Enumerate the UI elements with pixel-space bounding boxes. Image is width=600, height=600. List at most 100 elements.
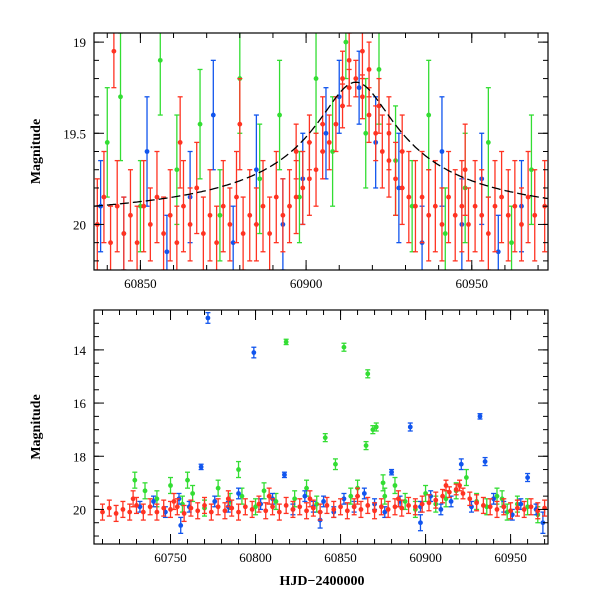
data-point-red (111, 33, 117, 89)
data-point-red (141, 159, 147, 253)
data-point-red (260, 159, 266, 253)
data-point-red (249, 500, 255, 519)
data-point-green (185, 471, 191, 489)
data-point-red (227, 187, 233, 262)
data-point-red (443, 479, 449, 492)
data-point-red (439, 187, 445, 262)
data-point-red (492, 159, 498, 253)
data-point-red (202, 496, 208, 515)
data-point-blue (164, 214, 170, 270)
data-point-green (104, 87, 110, 198)
data-point-green (217, 169, 223, 262)
data-point-blue (251, 346, 257, 359)
data-point-red (479, 169, 485, 262)
data-point-red (331, 500, 337, 519)
y-tick-label: 16 (73, 396, 87, 411)
data-point-red (359, 33, 365, 80)
data-point-red (236, 503, 242, 521)
y-tick-label: 20 (73, 502, 86, 517)
data-point-blue (210, 59, 216, 171)
data-point-green (392, 476, 398, 495)
data-point-green (142, 482, 148, 500)
data-point-red (114, 159, 120, 253)
data-point-red (365, 496, 371, 515)
data-point-green (528, 114, 534, 226)
data-point-red (154, 150, 160, 244)
data-point-red (462, 123, 468, 216)
data-point-red (290, 500, 296, 519)
data-point-red (140, 503, 146, 521)
data-point-blue (482, 456, 488, 467)
data-point-blue (438, 503, 444, 516)
y-tick-label: 20 (73, 217, 86, 232)
data-point-red (386, 96, 392, 171)
data-point-red (233, 150, 239, 244)
data-point-red (499, 150, 505, 244)
data-point-green (157, 33, 163, 116)
data-point-red (385, 500, 391, 519)
data-point-red (306, 114, 312, 171)
data-point-red (108, 205, 114, 270)
data-point-red (412, 159, 418, 253)
y-tick-label: 14 (73, 343, 87, 358)
data-point-green (168, 476, 174, 495)
x-tick-label: 60850 (324, 550, 357, 565)
data-point-red (304, 502, 310, 520)
data-point-green (215, 479, 221, 497)
data-point-green (132, 471, 138, 489)
data-point-red (324, 496, 330, 515)
data-point-red (100, 503, 106, 521)
data-point-red (340, 50, 346, 107)
data-point-blue (281, 471, 287, 479)
data-point-red (514, 499, 520, 517)
data-point-red (307, 490, 313, 508)
data-point-blue (396, 132, 402, 244)
data-point-red (242, 498, 248, 516)
data-point-red (270, 498, 276, 516)
data-point-red (273, 150, 279, 244)
data-point-green (504, 503, 510, 521)
data-point-red (207, 169, 213, 262)
data-point-green (343, 33, 349, 80)
data-point-red (440, 488, 446, 504)
data-point-red (406, 496, 412, 515)
data-point-red (225, 490, 231, 508)
data-point-red (113, 504, 119, 523)
data-point-red (147, 498, 153, 516)
x-tick-label: 60950 (494, 550, 527, 565)
data-point-red (412, 498, 418, 516)
data-point-red (280, 178, 286, 253)
data-point-blue (361, 487, 367, 500)
data-point-red (200, 196, 206, 270)
data-point-red (253, 187, 259, 262)
data-point-red (320, 96, 326, 153)
data-point-red (512, 159, 518, 253)
data-point-red (494, 500, 500, 519)
data-point-blue (491, 492, 497, 505)
data-point-red (399, 114, 405, 189)
data-point-red (432, 159, 438, 253)
data-point-green (253, 498, 259, 516)
data-point-red (433, 491, 439, 509)
data-point-red (287, 169, 293, 244)
data-point-red (379, 114, 385, 189)
data-point-red (101, 150, 107, 244)
data-point-green (341, 342, 347, 352)
data-point-red (344, 502, 350, 520)
data-point-red (521, 500, 527, 519)
data-point-red (106, 499, 112, 517)
data-point-red (460, 487, 466, 500)
data-point-red (247, 169, 253, 262)
data-point-red (208, 503, 214, 521)
data-point-green (277, 59, 283, 171)
data-point-red (326, 114, 332, 171)
data-point-red (351, 498, 357, 516)
data-point-red (283, 496, 289, 515)
x-tick-label: 60800 (239, 550, 272, 565)
data-point-red (222, 502, 228, 520)
data-point-green (373, 422, 379, 432)
data-point-green (380, 474, 386, 492)
data-point-blue (477, 413, 483, 420)
data-point-red (355, 487, 361, 505)
data-point-red (518, 187, 524, 262)
